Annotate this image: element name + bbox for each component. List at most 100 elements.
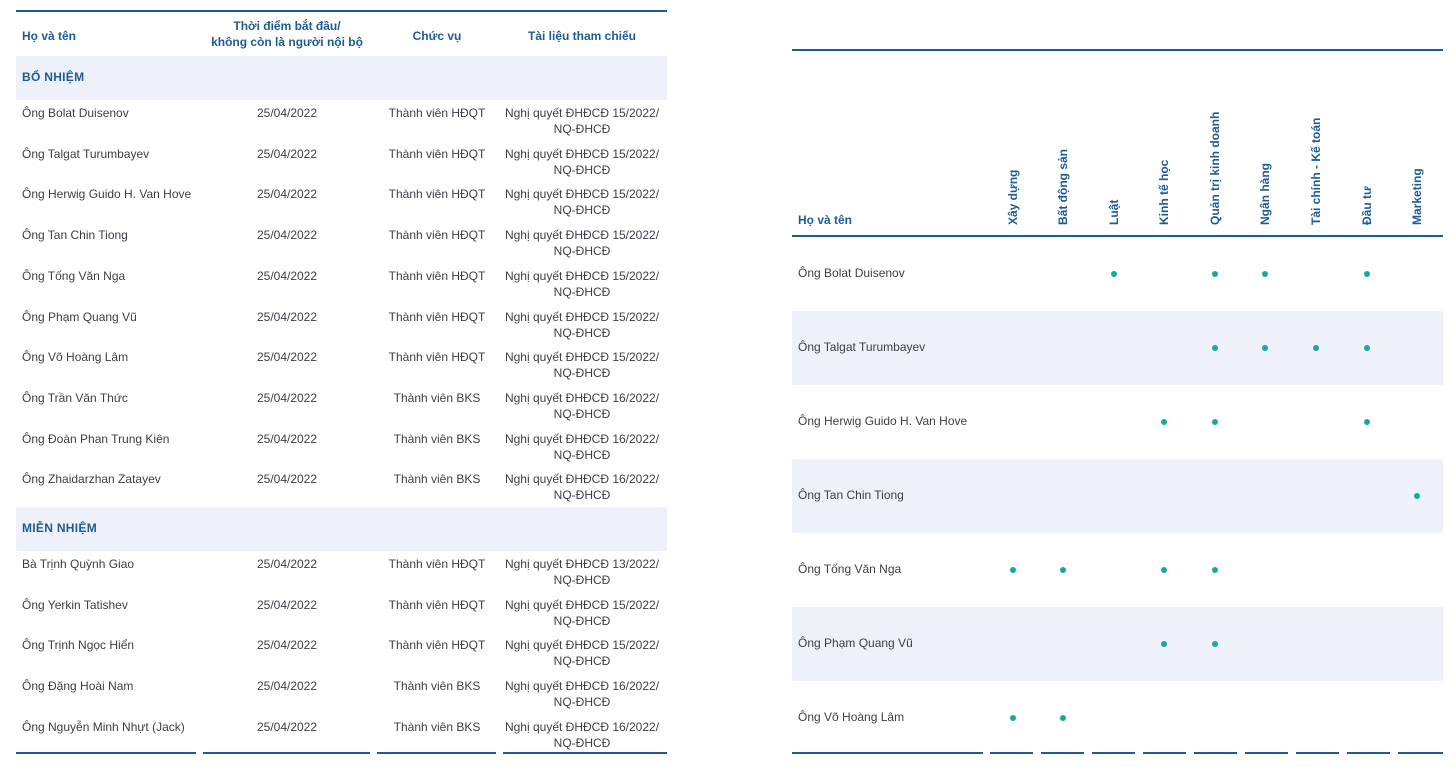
bottom-rule xyxy=(1347,752,1390,754)
skill-dot xyxy=(1010,567,1016,573)
matrix-top-rule xyxy=(792,49,1443,51)
skill-dot xyxy=(1161,419,1167,425)
skill-header-label: Ngân hàng xyxy=(1258,163,1272,225)
cell-reference: Nghị quyết ĐHĐCĐ 15/2022/NQ-ĐHCĐ xyxy=(502,597,662,629)
section-title: MIỄN NHIỆM xyxy=(22,521,97,535)
header-date-line2: không còn là người nội bộ xyxy=(211,35,363,49)
table-row: Ông Đặng Hoài Nam 25/04/2022 Thành viên BK… xyxy=(16,673,667,714)
skill-header-label: Quản trị kinh doanh xyxy=(1208,111,1222,225)
skill-dot xyxy=(1212,641,1218,647)
cell-reference: Nghị quyết ĐHĐCĐ 16/2022/NQ-ĐHCĐ xyxy=(502,678,662,710)
bottom-rule xyxy=(1143,752,1186,754)
cell-date: 25/04/2022 xyxy=(256,431,318,446)
matrix-row: Ông Tan Chin Tiong xyxy=(792,459,1443,533)
cell-position: Thành viên BKS xyxy=(393,679,481,694)
skill-dot xyxy=(1364,271,1370,277)
matrix-row: Ông Bolat Duisenov xyxy=(792,237,1443,311)
cell-reference: Nghị quyết ĐHĐCĐ 16/2022/NQ-ĐHCĐ xyxy=(502,719,662,751)
skill-header-label: Luật xyxy=(1107,199,1121,225)
table-row: Ông Phạm Quang Vũ 25/04/2022 Thành viên HĐ… xyxy=(16,304,667,345)
skill-header-label: Tài chính - Kế toán xyxy=(1309,117,1323,225)
member-name: Ông Bolat Duisenov xyxy=(798,266,905,280)
header-reference: Tài liệu tham chiếu xyxy=(527,29,637,43)
cell-name: Ông Zhaidarzhan Zatayev xyxy=(22,472,161,487)
cell-reference-line2: NQ-ĐHCĐ xyxy=(553,325,611,340)
bottom-rule xyxy=(377,752,496,754)
skill-dot xyxy=(1060,715,1066,721)
table-row: Ông Võ Hoàng Lâm 25/04/2022 Thành viên HĐQ… xyxy=(16,344,667,385)
skill-dot xyxy=(1364,345,1370,351)
cell-name: Ông Đoàn Phan Trung Kiên xyxy=(22,431,170,446)
cell-reference: Nghị quyết ĐHĐCĐ 15/2022/NQ-ĐHCĐ xyxy=(502,146,662,178)
header-position: Chức vụ xyxy=(412,29,462,43)
table-row: Ông Trịnh Ngọc Hiển 25/04/2022 Thành viên … xyxy=(16,632,667,673)
cell-name: Ông Yerkin Tatishev xyxy=(22,597,128,612)
cell-reference-line2: NQ-ĐHCĐ xyxy=(553,447,611,462)
member-name: Ông Herwig Guido H. Van Hove xyxy=(798,414,968,428)
cell-reference-line2: NQ-ĐHCĐ xyxy=(553,203,611,218)
member-name: Ông Talgat Turumbayev xyxy=(798,340,926,354)
bottom-rule xyxy=(16,752,196,754)
cell-name: Ông Herwig Guido H. Van Hove xyxy=(22,187,192,202)
bottom-rule xyxy=(1194,752,1237,754)
skill-dot xyxy=(1262,271,1268,277)
cell-date: 25/04/2022 xyxy=(256,146,318,161)
bottom-rule xyxy=(1296,752,1339,754)
bottom-rule xyxy=(203,752,370,754)
cell-reference-line1: Nghị quyết ĐHĐCĐ 16/2022/ xyxy=(504,431,660,446)
header-date: Thời điểm bắt đầu/ không còn là người nộ… xyxy=(204,18,370,50)
cell-name: Ông Talgat Turumbayev xyxy=(22,146,150,161)
skill-dot xyxy=(1212,419,1218,425)
skill-dot xyxy=(1111,271,1117,277)
cell-date: 25/04/2022 xyxy=(256,106,318,120)
cell-position: Thành viên HĐQT xyxy=(388,268,486,283)
table-row: Bà Trịnh Quỳnh Giao 25/04/2022 Thành viên … xyxy=(16,551,667,592)
skill-dot xyxy=(1262,345,1268,351)
skill-dot xyxy=(1414,493,1420,499)
cell-reference-line2: NQ-ĐHCĐ xyxy=(553,122,611,136)
cell-reference-line1: Nghị quyết ĐHĐCĐ 15/2022/ xyxy=(504,309,660,324)
cell-date: 25/04/2022 xyxy=(256,557,318,571)
skill-dot xyxy=(1060,567,1066,573)
section-header: BỔ NHIỆM xyxy=(16,56,667,100)
matrix-row: Ông Talgat Turumbayev xyxy=(792,311,1443,385)
cell-date: 25/04/2022 xyxy=(256,187,318,202)
cell-reference-line1: Nghị quyết ĐHĐCĐ 15/2022/ xyxy=(504,146,660,161)
skill-header-label: Kinh tế học xyxy=(1157,159,1171,225)
cell-reference-line1: Nghị quyết ĐHĐCĐ 15/2022/ xyxy=(504,638,660,653)
cell-date: 25/04/2022 xyxy=(256,228,318,243)
matrix-row: Ông Tống Văn Nga xyxy=(792,533,1443,607)
cell-reference-line2: NQ-ĐHCĐ xyxy=(553,406,611,421)
matrix-header-name: Họ và tên xyxy=(798,213,853,227)
cell-reference-line1: Nghị quyết ĐHĐCĐ 15/2022/ xyxy=(504,350,660,365)
cell-reference: Nghị quyết ĐHĐCĐ 13/2022/NQ-ĐHCĐ xyxy=(502,556,662,588)
table-row: Ông Yerkin Tatishev 25/04/2022 Thành viên … xyxy=(16,592,667,633)
cell-name: Ông Bolat Duisenov xyxy=(22,106,129,120)
skill-dot xyxy=(1364,419,1370,425)
cell-date: 25/04/2022 xyxy=(256,597,318,612)
skill-dot xyxy=(1212,567,1218,573)
cell-reference-line1: Nghị quyết ĐHĐCĐ 16/2022/ xyxy=(504,390,660,405)
cell-reference-line2: NQ-ĐHCĐ xyxy=(553,613,611,628)
cell-reference-line2: NQ-ĐHCĐ xyxy=(553,366,611,381)
cell-reference-line1: Nghị quyết ĐHĐCĐ 16/2022/ xyxy=(504,679,660,694)
table-row: Ông Talgat Turumbayev 25/04/2022 Thành viê… xyxy=(16,141,667,182)
cell-reference-line1: Nghị quyết ĐHĐCĐ 15/2022/ xyxy=(504,228,660,243)
cell-reference-line1: Nghị quyết ĐHĐCĐ 15/2022/ xyxy=(504,187,660,202)
skill-dot xyxy=(1313,345,1319,351)
cell-position: Thành viên BKS xyxy=(393,472,481,487)
bottom-rule xyxy=(1245,752,1288,754)
cell-date: 25/04/2022 xyxy=(256,719,318,734)
skill-header-label: Xây dựng xyxy=(1006,169,1020,225)
skill-dot xyxy=(1212,345,1218,351)
matrix-row: Ông Võ Hoàng Lâm xyxy=(792,681,1443,755)
bottom-rule xyxy=(1041,752,1084,754)
bottom-rule xyxy=(1092,752,1135,754)
cell-position: Thành viên HĐQT xyxy=(388,146,486,161)
cell-position: Thành viên HĐQT xyxy=(388,187,486,202)
bottom-rule xyxy=(990,752,1033,754)
cell-name: Ông Nguyễn Minh Nhựt (Jack) xyxy=(22,719,185,734)
cell-date: 25/04/2022 xyxy=(256,268,318,283)
skill-header-label: Marketing xyxy=(1410,168,1424,225)
section-title: BỔ NHIỆM xyxy=(22,70,85,84)
